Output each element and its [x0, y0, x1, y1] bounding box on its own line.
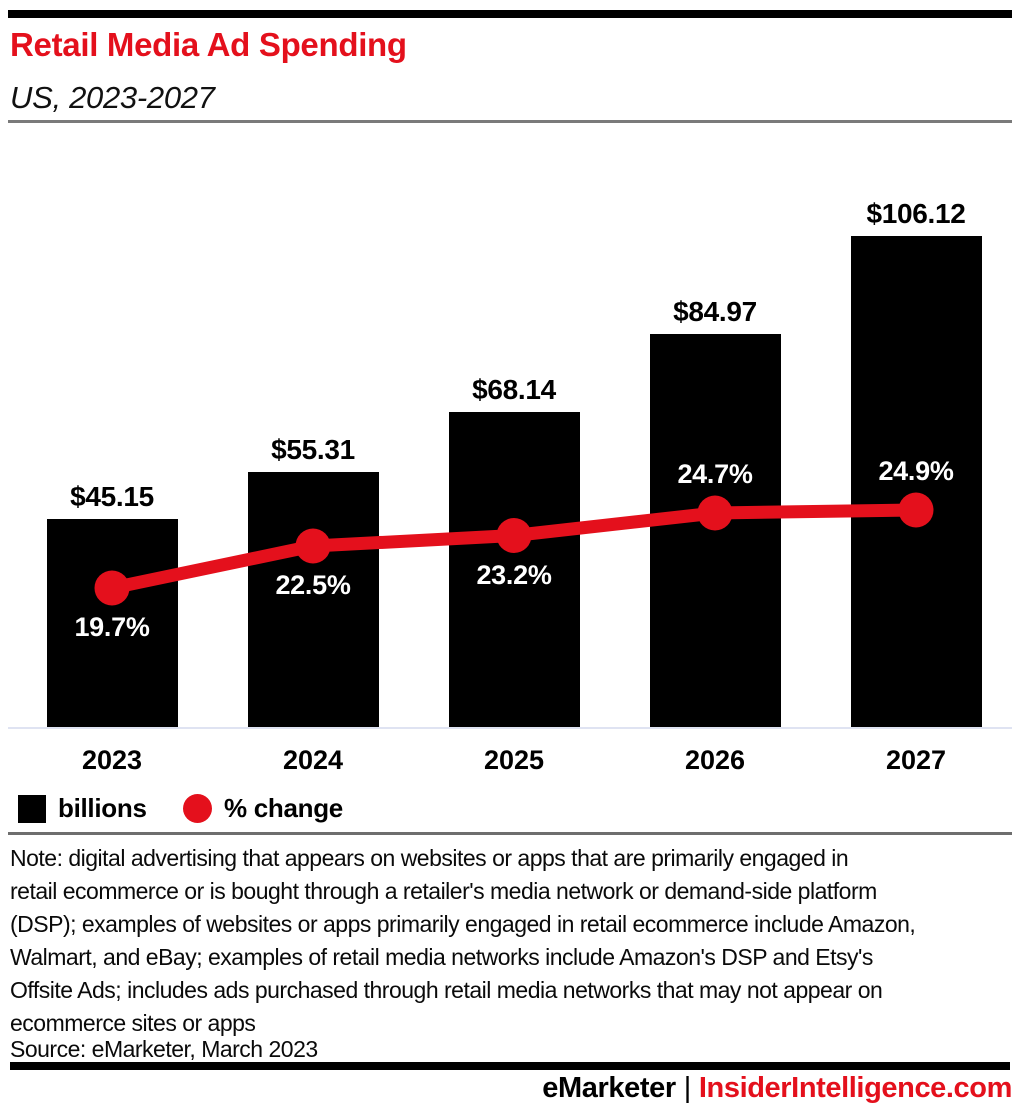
bar-value-label-2024: $55.31 [271, 434, 355, 465]
legend-item-billions: billions [18, 793, 147, 824]
line-value-label-2027: 24.9% [878, 456, 954, 486]
line-value-label-2023: 19.7% [74, 612, 150, 642]
line-value-label-2026: 24.7% [677, 459, 753, 489]
bar-value-label-2025: $68.14 [472, 374, 556, 405]
note-line: Note: digital advertising that appears o… [10, 845, 849, 871]
source-line: Source: eMarketer, March 2023 [10, 1036, 318, 1062]
x-tick-label-2025: 2025 [483, 745, 545, 775]
bar-2027 [850, 236, 982, 728]
chart-legend: billions % change [18, 793, 1008, 825]
legend-label-pct-change: % change [224, 793, 343, 823]
bar-value-label-2026: $84.97 [673, 296, 757, 327]
note-line: ecommerce sites or apps [10, 1010, 256, 1036]
header-divider [8, 120, 1012, 123]
legend-divider [8, 832, 1012, 835]
footer-rule-bar [10, 1062, 1010, 1070]
footer-site-link[interactable]: InsiderIntelligence.com [698, 1072, 1013, 1104]
x-tick-label-2026: 2026 [684, 745, 746, 775]
legend-item-pct-change: % change [183, 793, 343, 824]
note-line: Offsite Ads; includes ads purchased thro… [10, 977, 883, 1003]
bar-swatch-icon [18, 794, 46, 823]
x-tick-label-2023: 2023 [81, 745, 143, 775]
bar-2024 [247, 472, 379, 728]
bar-value-label-2023: $45.15 [70, 481, 154, 512]
chart-note: Note: digital advertising that appears o… [10, 842, 1014, 1040]
x-tick-label-2024: 2024 [282, 745, 344, 775]
chart-subtitle: US, 2023-2027 [10, 80, 215, 115]
line-value-label-2024: 22.5% [275, 570, 351, 600]
footer-separator: | [683, 1072, 692, 1104]
line-value-label-2025: 23.2% [476, 559, 552, 590]
top-rule-bar [8, 10, 1012, 18]
line-dot-swatch-icon [183, 794, 212, 823]
chart-title: Retail Media Ad Spending [10, 26, 407, 63]
note-line: (DSP); examples of websites or apps prim… [10, 911, 916, 937]
bar-2026 [649, 334, 781, 728]
legend-label-billions: billions [58, 793, 147, 823]
x-axis-line [8, 727, 1012, 729]
bar-value-label-2027: $106.12 [866, 198, 966, 229]
x-tick-label-2027: 2027 [885, 745, 947, 775]
note-line: Walmart, and eBay; examples of retail me… [10, 944, 873, 970]
note-line: retail ecommerce or is bought through a … [10, 878, 877, 904]
footer-branding: eMarketer | InsiderIntelligence.com [542, 1072, 1012, 1105]
footer-brand-emarketer: eMarketer [542, 1072, 676, 1104]
